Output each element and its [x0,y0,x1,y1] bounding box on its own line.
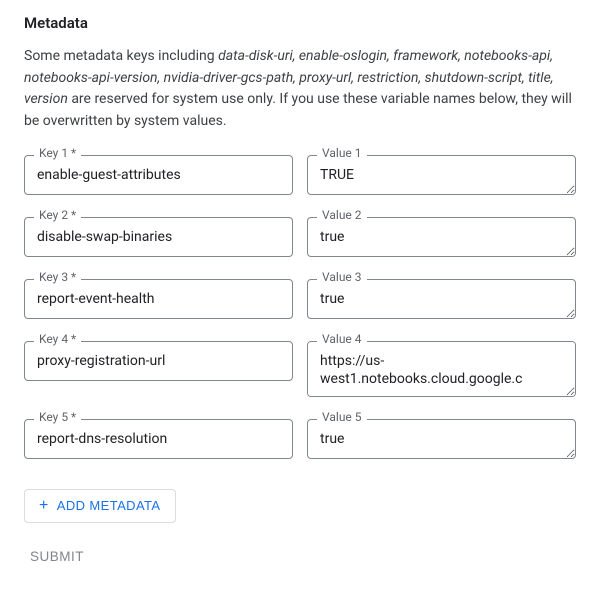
key-label: Key 2 * [34,209,81,221]
metadata-row: Key 2 * Value 2true [24,217,576,261]
description-suffix: are reserved for system use only. If you… [24,91,572,129]
key-field: Key 4 * [24,341,293,381]
value-label: Value 4 [317,333,367,345]
metadata-row: Key 3 * Value 3true [24,279,576,323]
value-label: Value 2 [317,209,367,221]
key-label: Key 1 * [34,147,81,159]
metadata-row: Key 5 * Value 5true [24,419,576,463]
metadata-row: Key 4 * Value 4https://us-west1.notebooks… [24,341,576,401]
submit-label: SUBMIT [30,549,84,564]
key-input[interactable] [24,217,293,257]
section-description: Some metadata keys including data-disk-u… [24,46,576,133]
value-field: Value 1TRUE [307,155,576,199]
key-label: Key 4 * [34,333,81,345]
key-label: Key 3 * [34,271,81,283]
add-metadata-label: ADD METADATA [57,498,161,513]
actions-bar: + ADD METADATA SUBMIT [24,489,576,568]
metadata-row: Key 1 * Value 1TRUE [24,155,576,199]
value-field: Value 4https://us-west1.notebooks.cloud.… [307,341,576,401]
value-textarea[interactable]: true [307,279,576,319]
key-input[interactable] [24,419,293,459]
add-metadata-button[interactable]: + ADD METADATA [24,489,176,523]
value-label: Value 3 [317,271,367,283]
value-field: Value 3true [307,279,576,323]
key-input[interactable] [24,155,293,195]
value-textarea[interactable]: true [307,419,576,459]
value-field: Value 5true [307,419,576,463]
key-label: Key 5 * [34,411,81,423]
section-title: Metadata [24,14,576,32]
submit-button[interactable]: SUBMIT [24,545,90,568]
value-label: Value 1 [317,147,367,159]
value-textarea[interactable]: true [307,217,576,257]
value-field: Value 2true [307,217,576,261]
key-field: Key 5 * [24,419,293,459]
key-field: Key 2 * [24,217,293,257]
plus-icon: + [39,498,49,514]
metadata-rows: Key 1 *Value 1TRUEKey 2 *Value 2trueKey … [24,155,576,463]
key-input[interactable] [24,341,293,381]
key-field: Key 3 * [24,279,293,319]
value-textarea[interactable]: TRUE [307,155,576,195]
key-input[interactable] [24,279,293,319]
metadata-section: Metadata Some metadata keys including da… [0,0,600,592]
value-textarea[interactable]: https://us-west1.notebooks.cloud.google.… [307,341,576,397]
description-prefix: Some metadata keys including [24,48,218,64]
key-field: Key 1 * [24,155,293,195]
value-label: Value 5 [317,411,367,423]
